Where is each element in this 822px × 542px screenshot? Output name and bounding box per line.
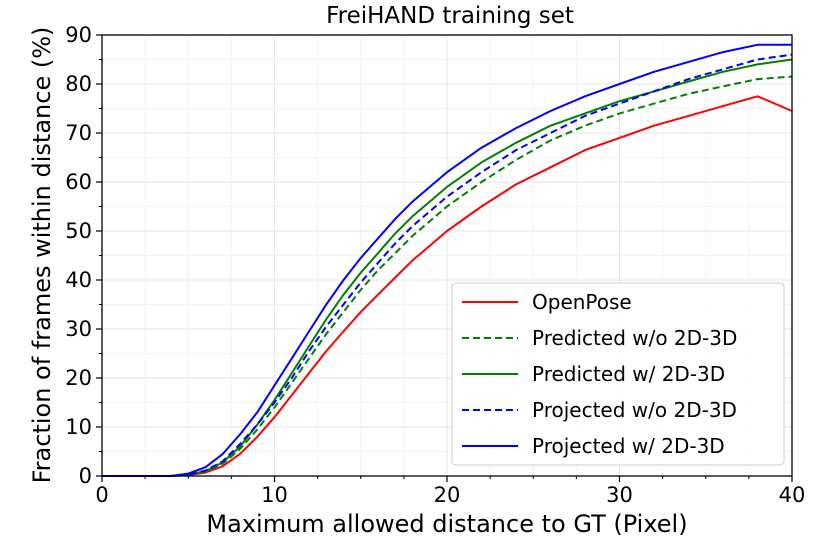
y-tick-label: 80 (65, 72, 92, 96)
axis-ticks: 0 10 20 30 40 0 10 20 30 40 50 60 70 80 90 (65, 23, 805, 507)
legend-label-4: Projected w/ 2D-3D (532, 434, 725, 458)
legend-label-1: Predicted w/o 2D-3D (532, 326, 737, 350)
y-tick-label: 30 (65, 317, 92, 341)
series-line-4 (102, 43, 792, 477)
y-tick-label: 60 (65, 170, 92, 194)
legend-label-3: Projected w/o 2D-3D (532, 398, 737, 422)
legend-box (451, 282, 785, 466)
y-tick-label: 50 (65, 219, 92, 243)
series-lines (102, 43, 793, 477)
x-tick-label: 10 (261, 483, 288, 507)
x-tick-label: 20 (434, 483, 461, 507)
series-line-0 (102, 95, 793, 477)
plot-frame (101, 34, 793, 477)
x-tick-label: 30 (606, 483, 633, 507)
y-axis-label: Fraction of frames within distance (%) (28, 27, 56, 484)
y-tick-label: 70 (65, 121, 92, 145)
chart-title: FreiHAND training set (326, 3, 574, 29)
legend-label-2: Predicted w/ 2D-3D (532, 362, 725, 386)
y-tick-label: 0 (79, 464, 92, 488)
series-line-3 (102, 53, 793, 477)
x-axis-label: Maximum allowed distance to GT (Pixel) (206, 510, 687, 538)
series-line-1 (102, 75, 793, 477)
x-tick-label: 40 (779, 483, 806, 507)
series-line-2 (102, 58, 793, 477)
y-tick-label: 90 (65, 23, 92, 47)
legend: OpenPose Predicted w/o 2D-3D Predicted w/ … (451, 282, 785, 466)
y-tick-label: 10 (65, 415, 92, 439)
legend-label-0: OpenPose (532, 290, 632, 314)
y-tick-label: 20 (65, 366, 92, 390)
y-tick-label: 40 (65, 268, 92, 292)
x-tick-label: 0 (95, 483, 108, 507)
